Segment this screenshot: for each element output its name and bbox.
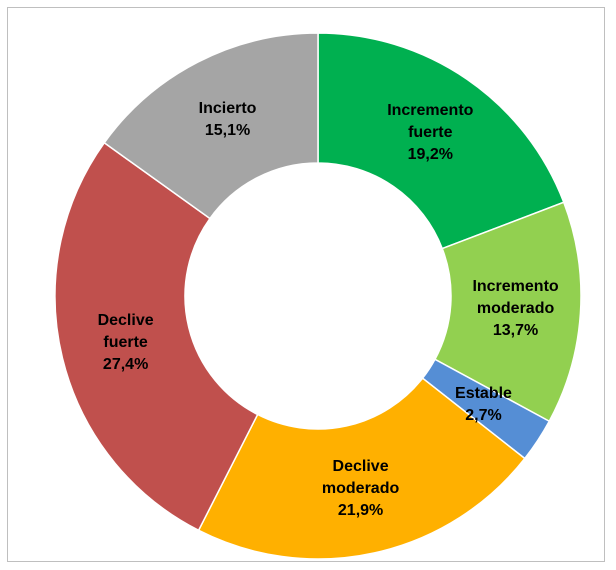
category-label: Declive fuerte [97, 311, 154, 351]
slice-label: Declive fuerte 27,4% [80, 310, 172, 376]
value-label: 21,9% [337, 502, 384, 520]
category-label: Incremento fuerte [387, 101, 474, 141]
donut-slice [433, 201, 582, 423]
donut-slice [54, 141, 259, 532]
slice-label: Incierto 15,1% [182, 98, 274, 142]
donut-slice [197, 377, 526, 560]
value-label: 13,7% [492, 322, 539, 340]
slice-label: Estable 2,7% [437, 383, 529, 427]
chart-frame [7, 7, 605, 562]
value-label: 15,1% [204, 121, 251, 139]
category-label: Estable [455, 384, 512, 402]
slice-label: Incremento fuerte 19,2% [384, 100, 476, 166]
value-label: 19,2% [407, 145, 453, 163]
donut-slice [317, 32, 565, 250]
donut-slice [103, 32, 319, 220]
category-label: Declive moderado [321, 458, 400, 498]
slice-label: Incremento moderado 13,7% [470, 276, 562, 342]
value-label: 2,7% [465, 406, 502, 424]
category-label: Incremento moderado [472, 278, 559, 318]
category-label: Incierto [198, 99, 257, 117]
value-label: 27,4% [102, 355, 149, 373]
slice-label: Declive moderado 21,9% [315, 456, 407, 522]
